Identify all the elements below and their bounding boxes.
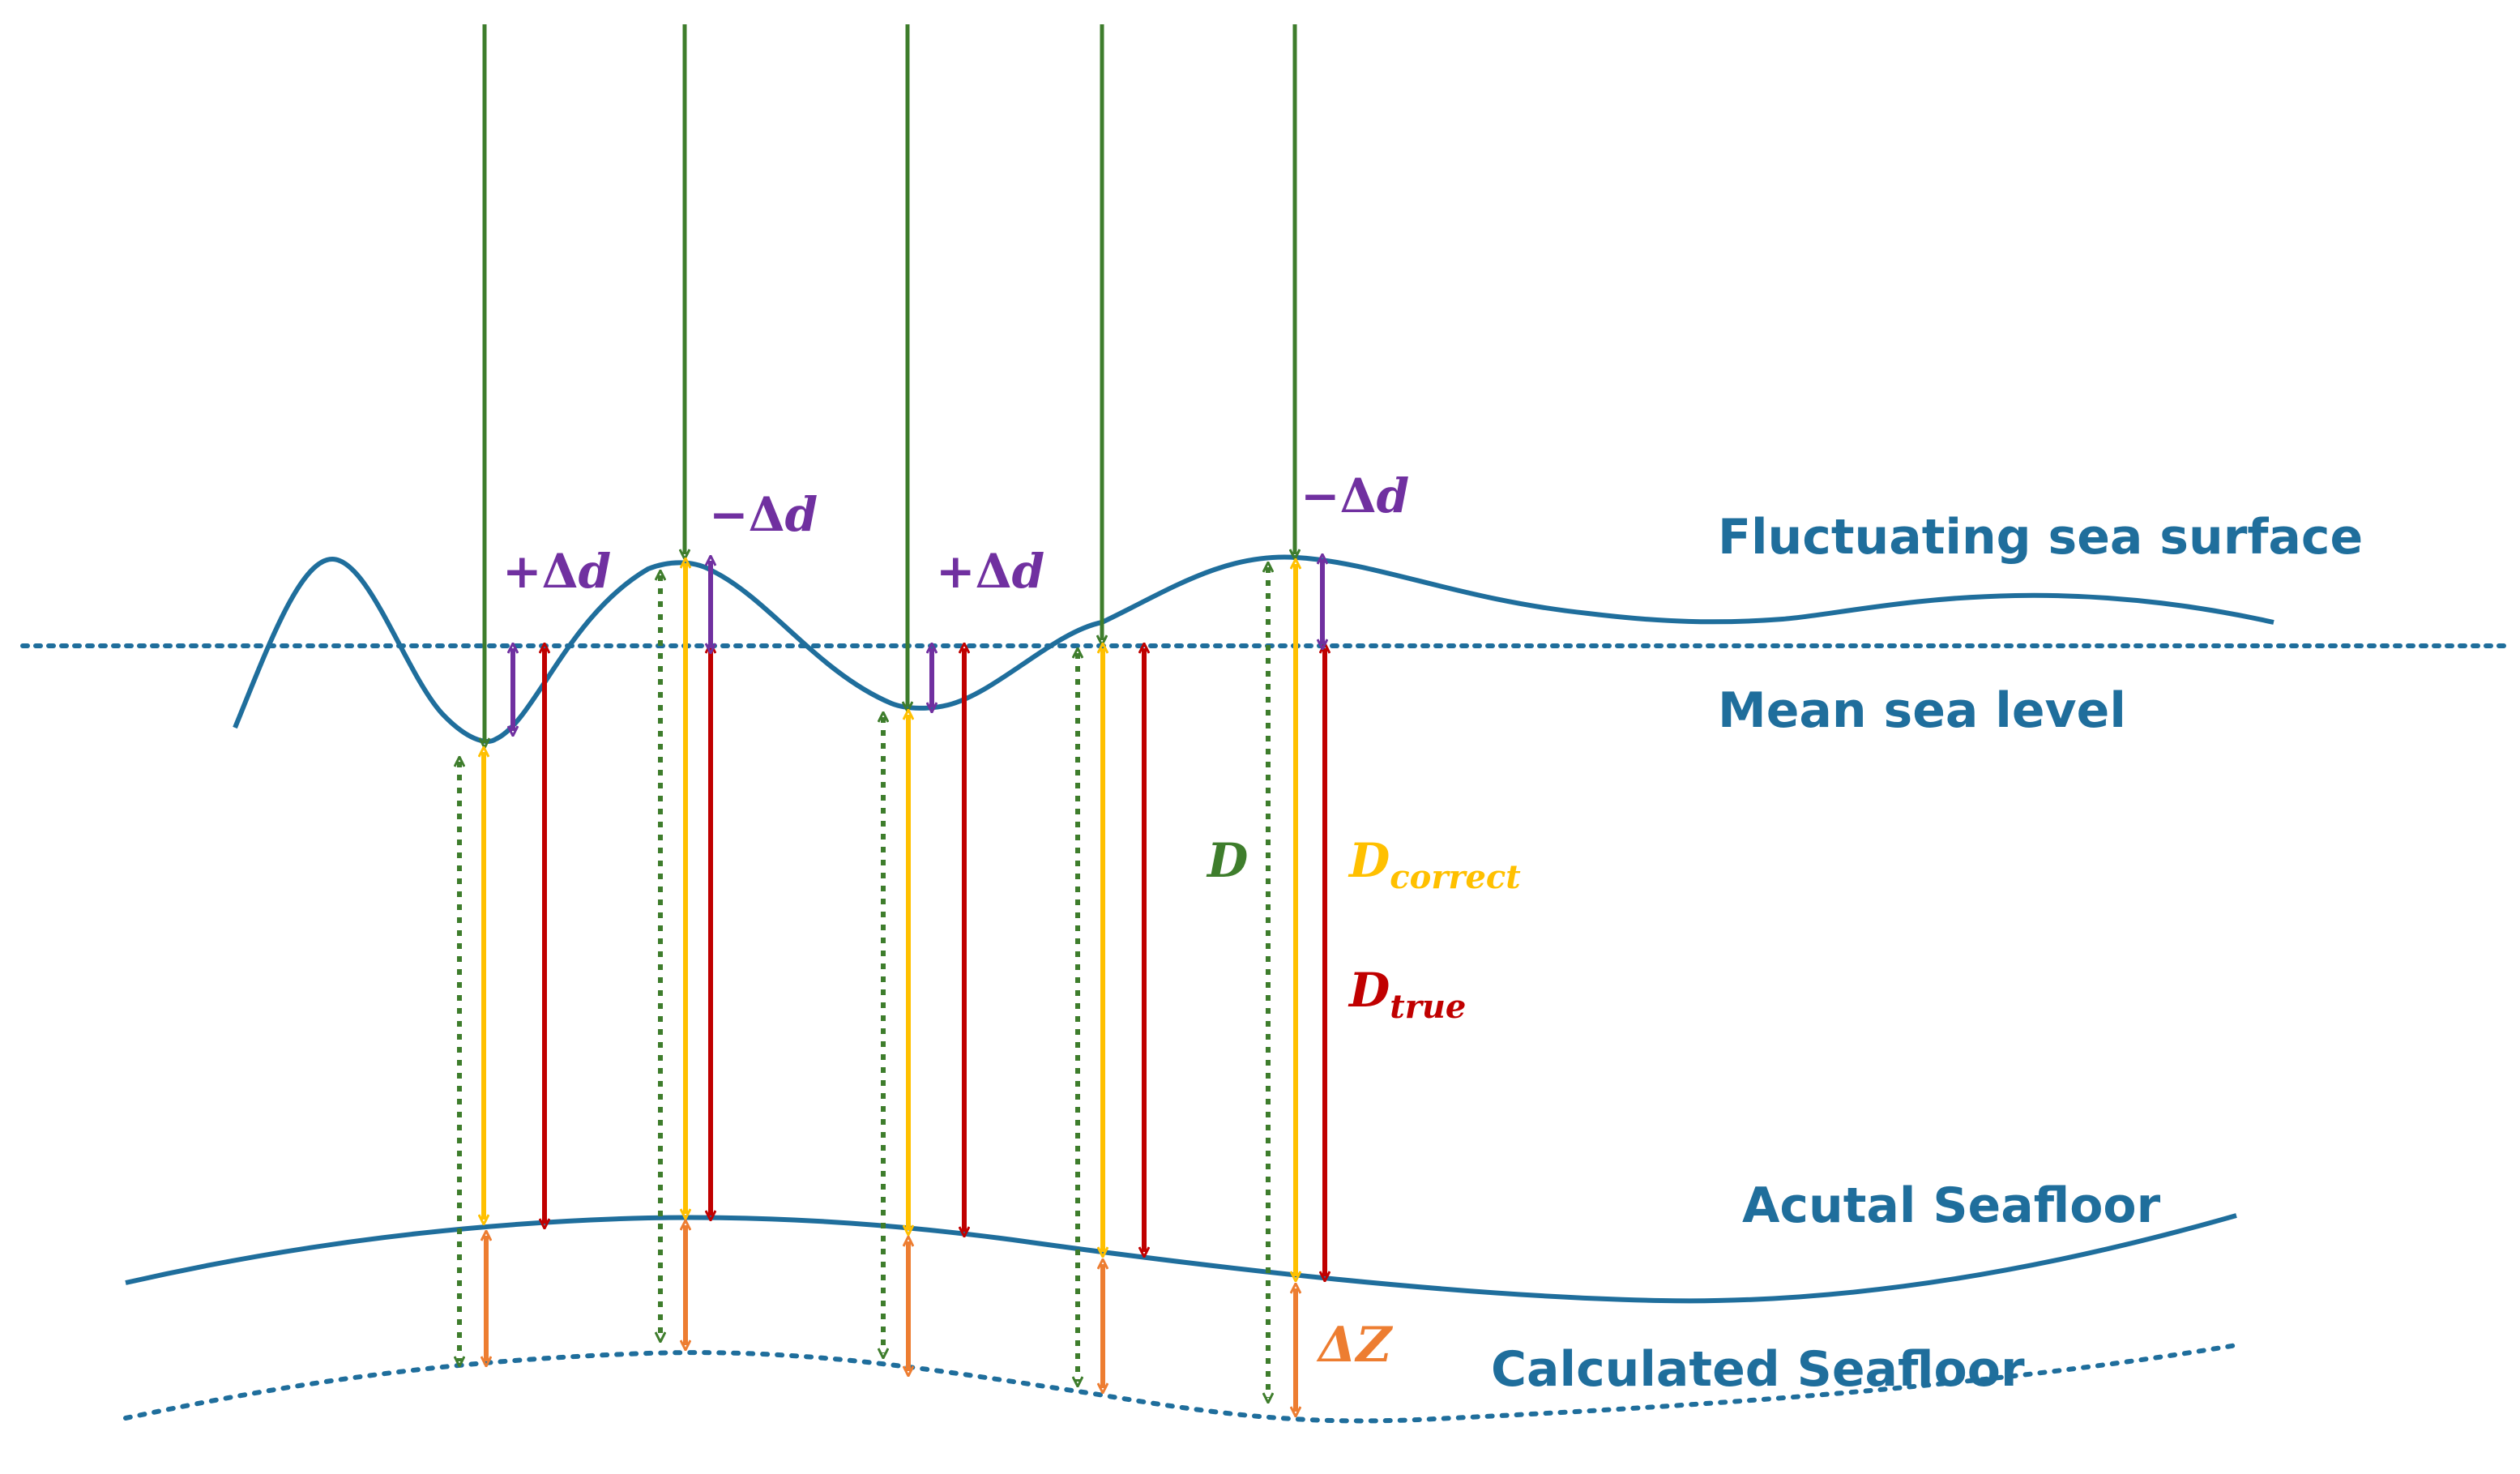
incident-beams	[485, 24, 1295, 743]
label-d-correct: Dcorrect	[1348, 833, 1521, 896]
corrected-depth-arrows	[484, 563, 1296, 1276]
label-calculated-seafloor: Calculated Seafloor	[1491, 1341, 2025, 1398]
label-mean-sea-level: Mean sea level	[1718, 682, 2126, 739]
label-plus-delta-d-1: +Δd	[502, 544, 611, 599]
label-minus-delta-d-2: −Δd	[709, 487, 818, 542]
label-d-correct-subscript: correct	[1390, 858, 1521, 896]
true-depth-arrows	[545, 648, 1325, 1276]
label-fluctuating-sea-surface: Fluctuating sea surface	[1718, 509, 2363, 566]
delta-z-arrows	[486, 1225, 1296, 1412]
label-d: D	[1206, 833, 1248, 888]
delta-d-arrows	[513, 559, 1322, 731]
label-actual-seafloor: Acutal Seafloor	[1742, 1177, 2161, 1234]
label-d-true: Dtrue	[1348, 963, 1466, 1026]
label-minus-delta-d-5: −Δd	[1301, 468, 1409, 523]
calculated-seafloor-curve	[123, 1343, 2239, 1424]
label-delta-z: ΔZ	[1316, 1317, 1394, 1374]
label-plus-delta-d-3: +Δd	[936, 544, 1044, 599]
label-d-true-subscript: true	[1390, 988, 1466, 1026]
measured-depth-arrows	[459, 567, 1268, 1398]
